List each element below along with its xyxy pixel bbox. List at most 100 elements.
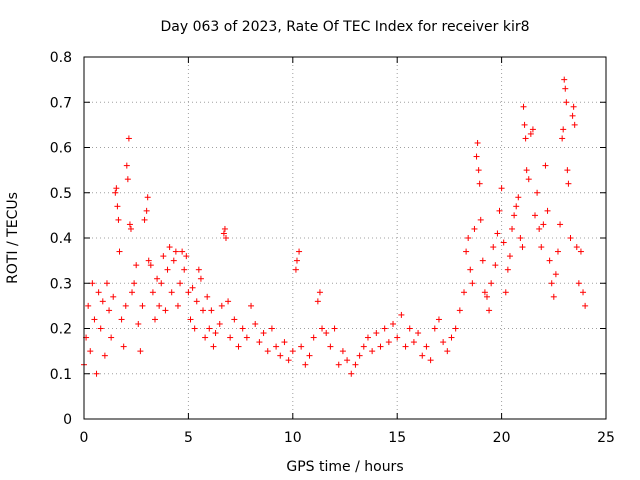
x-tick-label: 15 bbox=[388, 430, 406, 446]
data-point bbox=[95, 289, 102, 296]
data-point bbox=[116, 248, 123, 255]
data-point bbox=[298, 343, 305, 350]
data-point bbox=[252, 320, 259, 327]
data-point bbox=[319, 325, 326, 332]
data-point bbox=[174, 302, 181, 309]
data-point bbox=[323, 330, 330, 337]
data-point bbox=[195, 266, 202, 273]
data-point bbox=[103, 280, 110, 287]
data-point bbox=[202, 334, 209, 341]
data-point bbox=[183, 253, 190, 260]
data-point bbox=[108, 334, 115, 341]
data-point bbox=[476, 180, 483, 187]
x-tick-label: 10 bbox=[284, 430, 302, 446]
data-point bbox=[206, 325, 213, 332]
data-point bbox=[281, 339, 288, 346]
chart-title: Day 063 of 2023, Rate Of TEC Index for r… bbox=[160, 19, 529, 35]
data-point bbox=[115, 216, 122, 223]
data-point bbox=[285, 357, 292, 364]
data-point bbox=[475, 167, 482, 174]
data-point bbox=[360, 343, 367, 350]
data-point bbox=[310, 334, 317, 341]
data-point bbox=[85, 302, 92, 309]
data-point bbox=[118, 316, 125, 323]
data-points bbox=[81, 76, 589, 377]
data-point bbox=[264, 348, 271, 355]
data-point bbox=[356, 352, 363, 359]
data-point bbox=[456, 307, 463, 314]
data-point bbox=[471, 225, 478, 232]
data-point bbox=[483, 293, 490, 300]
data-point bbox=[331, 325, 338, 332]
data-point bbox=[160, 253, 167, 260]
data-point bbox=[419, 352, 426, 359]
data-point bbox=[144, 194, 151, 201]
data-point bbox=[527, 130, 534, 137]
data-point bbox=[523, 167, 530, 174]
data-point bbox=[504, 266, 511, 273]
data-point bbox=[112, 189, 119, 196]
data-point bbox=[394, 334, 401, 341]
data-point bbox=[141, 216, 148, 223]
data-point bbox=[486, 307, 493, 314]
data-point bbox=[89, 280, 96, 287]
data-point bbox=[273, 343, 280, 350]
data-point bbox=[243, 334, 250, 341]
data-point bbox=[563, 99, 570, 106]
data-point bbox=[99, 298, 106, 305]
y-tick-label: 0.8 bbox=[50, 50, 72, 66]
data-point bbox=[289, 348, 296, 355]
data-point bbox=[415, 330, 422, 337]
data-point bbox=[126, 221, 133, 228]
data-point bbox=[91, 316, 98, 323]
data-point bbox=[467, 266, 474, 273]
data-point bbox=[423, 343, 430, 350]
data-point bbox=[513, 203, 520, 210]
data-point bbox=[498, 185, 505, 192]
data-point bbox=[571, 121, 578, 128]
data-point bbox=[546, 257, 553, 264]
data-point bbox=[277, 352, 284, 359]
data-point bbox=[87, 348, 94, 355]
data-point bbox=[158, 280, 165, 287]
data-point bbox=[452, 325, 459, 332]
data-point bbox=[339, 348, 346, 355]
data-point bbox=[575, 280, 582, 287]
data-point bbox=[125, 135, 132, 142]
data-point bbox=[181, 266, 188, 273]
data-point bbox=[496, 207, 503, 214]
data-point bbox=[552, 271, 559, 278]
data-point bbox=[193, 298, 200, 305]
data-point bbox=[522, 135, 529, 142]
data-point bbox=[463, 248, 470, 255]
y-tick-label: 0 bbox=[63, 412, 72, 428]
data-point bbox=[521, 121, 528, 128]
data-point bbox=[137, 348, 144, 355]
data-point bbox=[129, 289, 136, 296]
data-point bbox=[113, 185, 120, 192]
data-point bbox=[569, 112, 576, 119]
data-point bbox=[344, 357, 351, 364]
data-point bbox=[525, 176, 532, 183]
data-point bbox=[431, 325, 438, 332]
data-point bbox=[369, 348, 376, 355]
data-point bbox=[302, 361, 309, 368]
data-point bbox=[248, 302, 255, 309]
data-point bbox=[122, 302, 129, 309]
data-point bbox=[377, 343, 384, 350]
data-point bbox=[239, 325, 246, 332]
data-point bbox=[143, 207, 150, 214]
y-tick-label: 0.4 bbox=[50, 231, 72, 247]
data-point bbox=[461, 289, 468, 296]
data-point bbox=[221, 225, 228, 232]
data-point bbox=[410, 339, 417, 346]
data-point bbox=[110, 293, 117, 300]
x-tick-label: 0 bbox=[80, 430, 89, 446]
data-point bbox=[565, 180, 572, 187]
data-point bbox=[435, 316, 442, 323]
y-tick-label: 0.5 bbox=[50, 186, 72, 202]
data-point bbox=[479, 257, 486, 264]
data-point bbox=[562, 85, 569, 92]
data-point bbox=[177, 280, 184, 287]
data-point bbox=[465, 235, 472, 241]
